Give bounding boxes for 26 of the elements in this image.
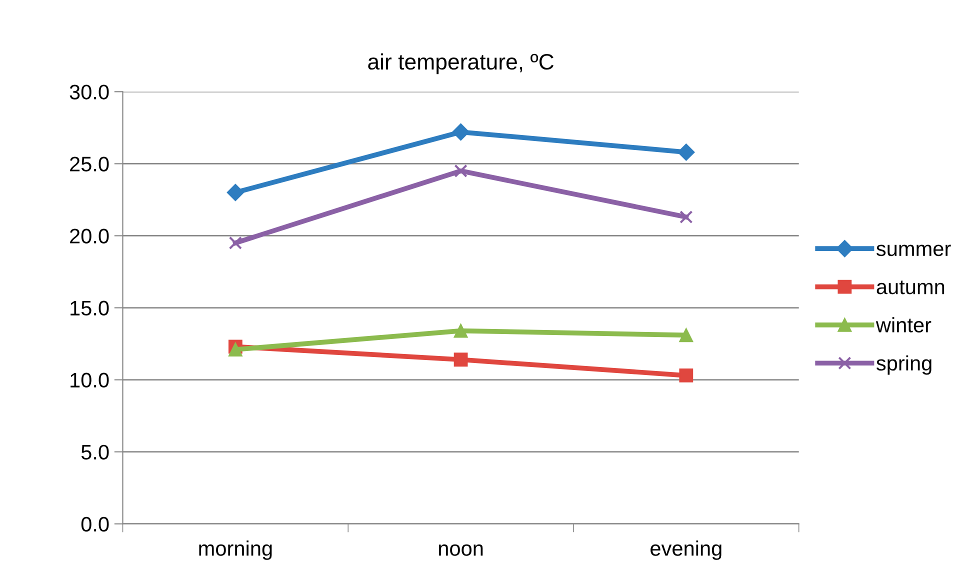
y-tick-label: 15.0 xyxy=(70,300,109,316)
point xyxy=(228,236,242,250)
point xyxy=(680,210,693,224)
point xyxy=(454,352,468,367)
y-tick-label: 20.0 xyxy=(70,228,109,244)
point xyxy=(454,164,468,178)
legend-label: summer xyxy=(876,244,951,256)
point xyxy=(678,144,695,161)
y-tick-label: 10.0 xyxy=(70,372,109,388)
point xyxy=(452,123,470,141)
y-tick-label: 25.0 xyxy=(70,156,109,172)
x-tick-label: morning xyxy=(199,540,272,560)
y-tick-label: 30.0 xyxy=(70,84,109,100)
legend-label: autumn xyxy=(876,280,944,294)
x-tick-label: evening xyxy=(650,540,722,560)
point xyxy=(228,342,242,356)
x-tick-label: noon xyxy=(439,544,483,556)
legend-label: winter xyxy=(876,317,932,332)
point xyxy=(679,368,694,382)
legend-label: spring xyxy=(876,355,932,375)
point xyxy=(454,324,468,338)
y-tick-label: 0.0 xyxy=(81,516,109,532)
point xyxy=(679,328,694,342)
chart-title: air temperature, ºC xyxy=(368,53,554,74)
point xyxy=(226,184,244,202)
y-tick-label: 5.0 xyxy=(81,444,109,460)
